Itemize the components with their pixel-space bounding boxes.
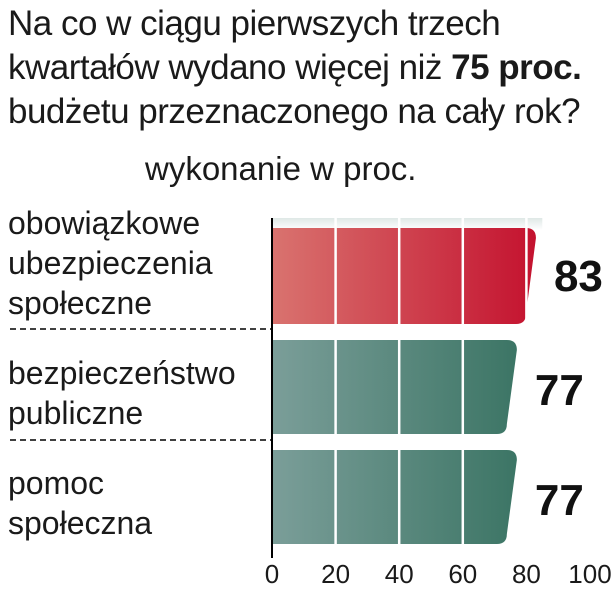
value-label-1: 77 (535, 366, 584, 415)
plot-background (272, 218, 543, 230)
x-tick-label-80: 80 (512, 559, 541, 589)
bar-1 (272, 340, 517, 434)
title-text-part2: budżetu przeznaczonego na cały rok? (8, 92, 581, 131)
chart-title: Na co w ciągu pierwszych trzech kwartałó… (8, 2, 608, 134)
value-label-2: 77 (535, 476, 584, 525)
x-tick-label-40: 40 (385, 559, 414, 589)
bar-2 (272, 450, 517, 544)
title-text-part1: Na co w ciągu pierwszych trzech kwartałó… (8, 4, 501, 87)
x-tick-label-100: 100 (568, 559, 611, 589)
x-tick-label-20: 20 (321, 559, 350, 589)
x-tick-label-0: 0 (265, 559, 279, 589)
category-label-2: pomoc społeczna (8, 465, 153, 541)
value-label-0: 83 (554, 252, 603, 301)
title-text-bold: 75 proc. (451, 48, 582, 87)
bar-0 (272, 228, 536, 324)
category-label-0: obowiązkowe ubezpieczenia społeczne (8, 205, 213, 321)
category-label-1: bezpieczeństwo publiczne (8, 355, 236, 431)
chart-subtitle: wykonanie w proc. (145, 150, 417, 187)
x-tick-label-60: 60 (448, 559, 477, 589)
